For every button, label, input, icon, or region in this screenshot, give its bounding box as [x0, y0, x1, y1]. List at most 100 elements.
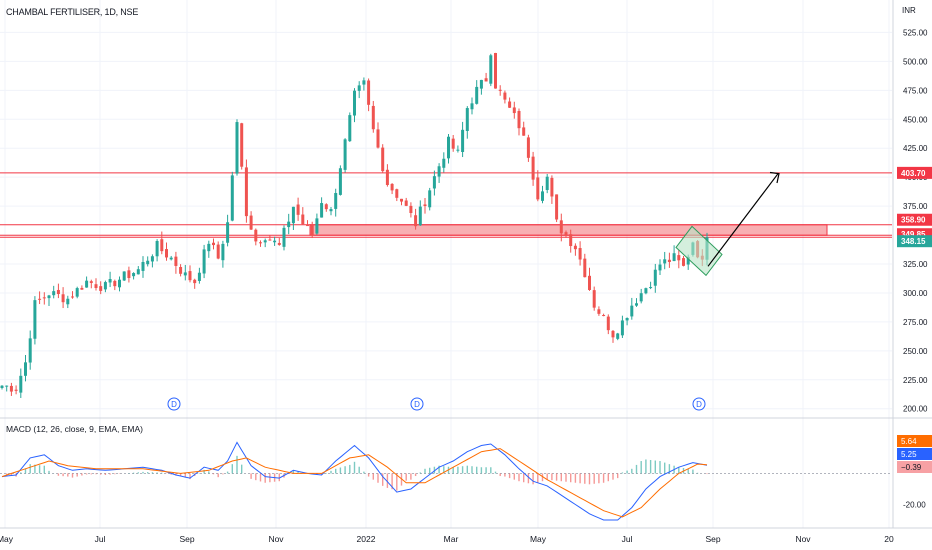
candle-body-90 [423, 204, 427, 207]
candle-body-39 [183, 272, 187, 276]
price-axis[interactable]: 525.00500.00475.00450.00425.00400.00375.… [897, 28, 932, 509]
macd-tag-2: −0.39 [901, 463, 922, 472]
candle-body-14 [66, 298, 70, 305]
candle-body-129 [606, 316, 610, 331]
candle-body-92 [432, 176, 436, 189]
price-tick-0: 525.00 [903, 28, 928, 37]
dividend-marker-1[interactable]: D [410, 397, 424, 411]
candle-body-72 [338, 168, 342, 195]
symbol-title: CHAMBAL FERTILISER, 1D, NSE [6, 7, 139, 17]
candle-body-135 [635, 303, 638, 306]
macd-tag-bg-2 [897, 461, 932, 473]
candle-body-46 [216, 244, 220, 259]
candle-body-23 [108, 279, 112, 283]
candle-body-128 [602, 315, 606, 317]
support-zone[interactable] [309, 224, 828, 236]
candle-body-78 [367, 80, 371, 105]
candle-body-76 [357, 85, 361, 91]
target-arrow[interactable] [707, 171, 780, 267]
price-tag-1: 358.90 [901, 216, 926, 225]
candle-body-97 [456, 149, 460, 151]
candle-body-24 [113, 280, 117, 287]
candle-body-77 [362, 80, 366, 85]
candle-body-100 [470, 103, 474, 110]
candle-body-32 [150, 256, 154, 262]
candle-body-79 [371, 105, 375, 130]
candle-body-66 [310, 224, 314, 236]
candle-body-87 [409, 205, 413, 214]
candle-body-91 [428, 190, 432, 208]
candle-body-126 [592, 290, 596, 308]
candle-body-64 [301, 214, 305, 225]
candle-body-115 [541, 191, 544, 201]
candle-body-114 [536, 177, 540, 200]
time-label-1: Jul [95, 534, 106, 544]
candle-body-44 [207, 243, 211, 252]
candle-body-4 [19, 375, 23, 393]
grid [0, 0, 932, 529]
candle-body-0 [0, 385, 4, 389]
candle-body-34 [160, 239, 164, 252]
price-tag-0: 403.70 [901, 169, 926, 178]
candle-body-144 [677, 255, 681, 261]
candle-body-139 [653, 269, 657, 286]
price-tick-11: 250.00 [903, 347, 928, 356]
horizontal-levels[interactable] [0, 172, 892, 238]
candle-body-134 [630, 305, 634, 317]
dividend-marker-2[interactable]: D [692, 397, 706, 411]
candle-body-28 [132, 273, 136, 277]
time-label-10: 20 [884, 534, 894, 544]
candle-body-108 [508, 101, 512, 108]
candle-body-133 [625, 318, 629, 321]
candle-body-106 [498, 89, 502, 91]
candle-body-67 [315, 218, 319, 234]
candle-body-107 [503, 92, 507, 100]
candle-body-26 [122, 271, 126, 281]
candle-body-55 [259, 242, 262, 244]
candle-body-75 [353, 90, 356, 116]
candle-body-3 [14, 389, 18, 391]
candle-body-145 [682, 258, 685, 266]
macd-title: MACD (12, 26, close, 9, EMA, EMA) [6, 424, 143, 434]
time-label-7: Jul [622, 534, 633, 544]
candle-body-113 [531, 156, 535, 180]
candle-body-38 [179, 267, 183, 274]
candle-body-141 [663, 259, 667, 264]
candle-body-47 [221, 243, 225, 261]
candle-body-89 [418, 206, 422, 226]
candle-body-12 [56, 289, 60, 295]
candle-body-83 [390, 183, 394, 191]
candle-body-142 [667, 259, 671, 263]
price-tick-1: 500.00 [903, 57, 928, 66]
candle-body-121 [569, 234, 573, 247]
candle-body-56 [263, 240, 267, 243]
candle-body-120 [564, 232, 568, 236]
price-tick-8: 325.00 [903, 260, 928, 269]
candle-body-105 [494, 52, 497, 89]
candle-body-116 [545, 176, 549, 191]
candle-body-50 [235, 122, 239, 174]
candle-body-98 [461, 129, 465, 152]
candle-body-61 [287, 221, 291, 228]
candle-body-35 [165, 249, 168, 258]
candle-body-57 [268, 239, 272, 241]
macd-tag-bg-0 [897, 435, 932, 447]
candle-body-21 [99, 286, 103, 291]
dividend-marker-0[interactable]: D [167, 397, 181, 411]
candle-body-51 [240, 123, 244, 167]
time-axis[interactable]: May Jul Sep Nov 2022 Mar May Jul Sep Nov 20 [0, 534, 894, 544]
dividend-label-1: D [414, 400, 420, 409]
candle-body-40 [188, 271, 192, 281]
candle-body-88 [414, 215, 418, 227]
candle-body-30 [141, 262, 145, 271]
candle-body-43 [202, 249, 206, 274]
candle-body-103 [484, 78, 488, 82]
candle-body-33 [155, 241, 159, 257]
time-label-8: Sep [705, 534, 720, 544]
candle-body-58 [273, 240, 277, 243]
price-tag-2: 349.85 [901, 230, 926, 239]
price-tick-10: 275.00 [903, 318, 928, 327]
candle-body-19 [89, 281, 93, 283]
